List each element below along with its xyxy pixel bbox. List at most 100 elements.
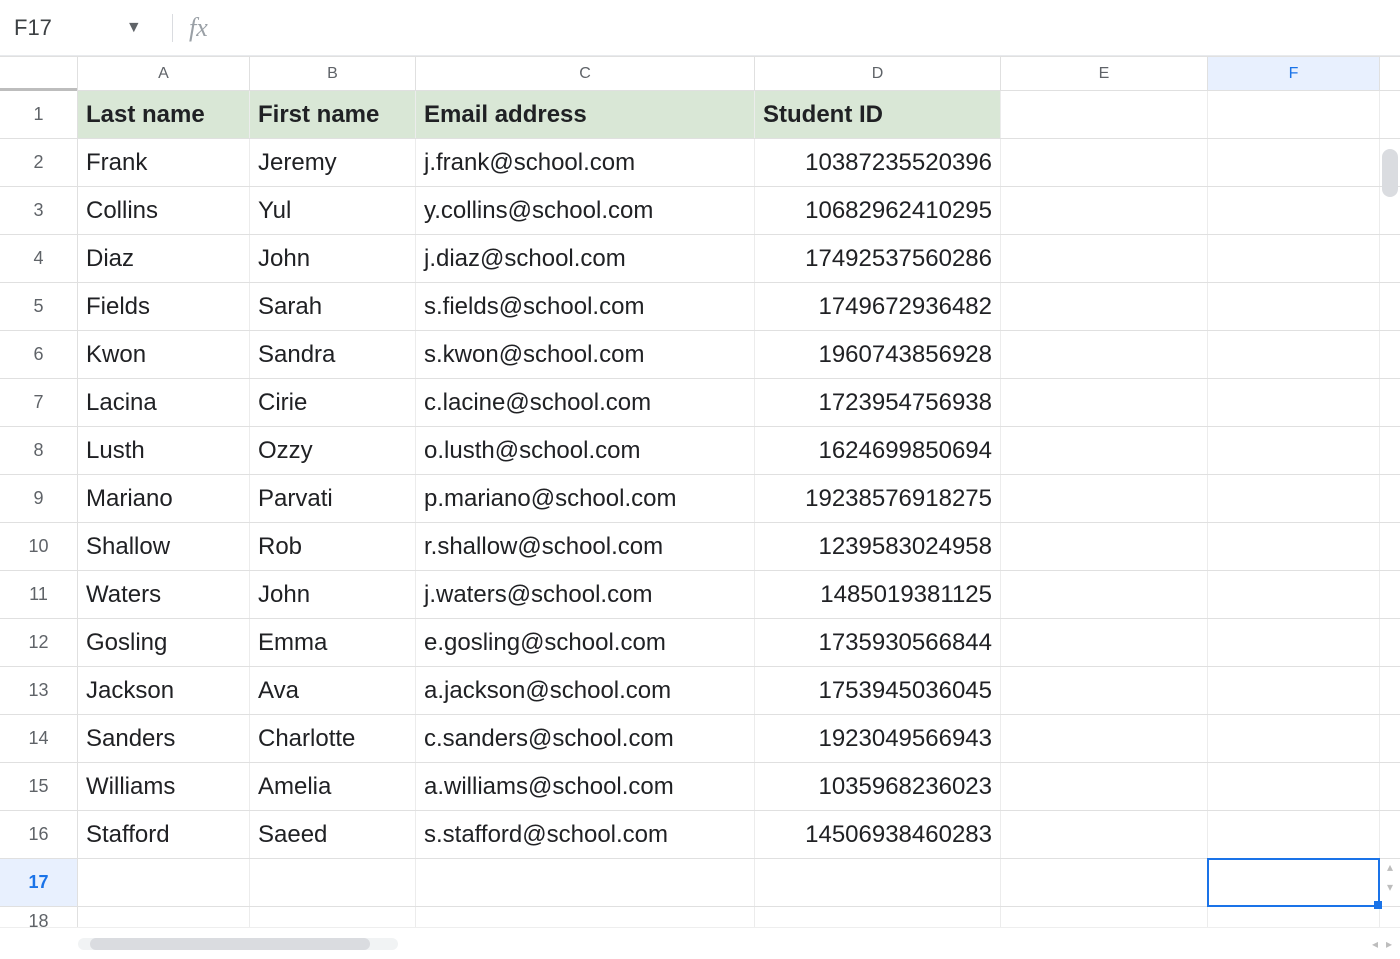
column-header-E[interactable]: E [1001, 57, 1208, 90]
cell-D7[interactable]: 1723954756938 [755, 379, 1001, 426]
formula-input[interactable] [218, 0, 1390, 55]
cell-C13[interactable]: a.jackson@school.com [416, 667, 755, 714]
cell-E13[interactable] [1001, 667, 1208, 714]
cell-F9[interactable] [1208, 475, 1380, 522]
cell-A1[interactable]: Last name [78, 91, 250, 138]
cell-C14[interactable]: c.sanders@school.com [416, 715, 755, 762]
cell-B2[interactable]: Jeremy [250, 139, 416, 186]
cell-D14[interactable]: 1923049566943 [755, 715, 1001, 762]
horizontal-scrollbar-track[interactable] [78, 938, 398, 950]
cell-D4[interactable]: 17492537560286 [755, 235, 1001, 282]
cell-C7[interactable]: c.lacine@school.com [416, 379, 755, 426]
cell-A2[interactable]: Frank [78, 139, 250, 186]
cell-F17[interactable] [1208, 859, 1380, 906]
cell-B7[interactable]: Cirie [250, 379, 416, 426]
cell-C16[interactable]: s.stafford@school.com [416, 811, 755, 858]
vertical-scrollbar[interactable]: ▴ ▾ [1380, 91, 1400, 899]
cell-A5[interactable]: Fields [78, 283, 250, 330]
cell-B11[interactable]: John [250, 571, 416, 618]
horizontal-scrollbar[interactable]: ◂ ▸ [0, 927, 1400, 959]
cell-B17[interactable] [250, 859, 416, 906]
cell-D12[interactable]: 1735930566844 [755, 619, 1001, 666]
cell-E12[interactable] [1001, 619, 1208, 666]
row-header-11[interactable]: 11 [0, 571, 78, 618]
cell-A12[interactable]: Gosling [78, 619, 250, 666]
cell-E7[interactable] [1001, 379, 1208, 426]
row-header-15[interactable]: 15 [0, 763, 78, 810]
cell-C9[interactable]: p.mariano@school.com [416, 475, 755, 522]
cell-B14[interactable]: Charlotte [250, 715, 416, 762]
cell-D6[interactable]: 1960743856928 [755, 331, 1001, 378]
horizontal-scrollbar-thumb[interactable] [90, 938, 370, 950]
cell-C5[interactable]: s.fields@school.com [416, 283, 755, 330]
cell-B6[interactable]: Sandra [250, 331, 416, 378]
row-header-2[interactable]: 2 [0, 139, 78, 186]
cell-E15[interactable] [1001, 763, 1208, 810]
row-header-8[interactable]: 8 [0, 427, 78, 474]
cell-E4[interactable] [1001, 235, 1208, 282]
cell-E9[interactable] [1001, 475, 1208, 522]
row-header-6[interactable]: 6 [0, 331, 78, 378]
column-header-C[interactable]: C [416, 57, 755, 90]
cell-F11[interactable] [1208, 571, 1380, 618]
select-all-corner[interactable] [0, 57, 78, 90]
cell-E8[interactable] [1001, 427, 1208, 474]
row-header-7[interactable]: 7 [0, 379, 78, 426]
cell-C12[interactable]: e.gosling@school.com [416, 619, 755, 666]
cell-A9[interactable]: Mariano [78, 475, 250, 522]
cell-C8[interactable]: o.lusth@school.com [416, 427, 755, 474]
row-header-16[interactable]: 16 [0, 811, 78, 858]
cell-E6[interactable] [1001, 331, 1208, 378]
cell-C3[interactable]: y.collins@school.com [416, 187, 755, 234]
cell-B4[interactable]: John [250, 235, 416, 282]
cell-A6[interactable]: Kwon [78, 331, 250, 378]
cell-D17[interactable] [755, 859, 1001, 906]
cell-B15[interactable]: Amelia [250, 763, 416, 810]
cell-D11[interactable]: 1485019381125 [755, 571, 1001, 618]
cell-A11[interactable]: Waters [78, 571, 250, 618]
cell-F5[interactable] [1208, 283, 1380, 330]
scroll-up-icon[interactable]: ▴ [1384, 861, 1396, 873]
cell-D5[interactable]: 1749672936482 [755, 283, 1001, 330]
cell-A10[interactable]: Shallow [78, 523, 250, 570]
cell-F7[interactable] [1208, 379, 1380, 426]
cell-F6[interactable] [1208, 331, 1380, 378]
cell-B3[interactable]: Yul [250, 187, 416, 234]
row-header-4[interactable]: 4 [0, 235, 78, 282]
cell-F8[interactable] [1208, 427, 1380, 474]
cell-B10[interactable]: Rob [250, 523, 416, 570]
cell-F15[interactable] [1208, 763, 1380, 810]
row-header-17[interactable]: 17 [0, 859, 78, 906]
scroll-right-icon[interactable]: ▸ [1386, 937, 1392, 951]
cell-F13[interactable] [1208, 667, 1380, 714]
row-header-3[interactable]: 3 [0, 187, 78, 234]
cell-A15[interactable]: Williams [78, 763, 250, 810]
cell-B5[interactable]: Sarah [250, 283, 416, 330]
cell-E5[interactable] [1001, 283, 1208, 330]
cell-A3[interactable]: Collins [78, 187, 250, 234]
cell-A16[interactable]: Stafford [78, 811, 250, 858]
cell-D15[interactable]: 1035968236023 [755, 763, 1001, 810]
cell-F3[interactable] [1208, 187, 1380, 234]
cell-D8[interactable]: 1624699850694 [755, 427, 1001, 474]
cell-E10[interactable] [1001, 523, 1208, 570]
row-header-5[interactable]: 5 [0, 283, 78, 330]
cell-C17[interactable] [416, 859, 755, 906]
cell-C10[interactable]: r.shallow@school.com [416, 523, 755, 570]
cell-D10[interactable]: 1239583024958 [755, 523, 1001, 570]
cell-A13[interactable]: Jackson [78, 667, 250, 714]
cell-C2[interactable]: j.frank@school.com [416, 139, 755, 186]
cell-C15[interactable]: a.williams@school.com [416, 763, 755, 810]
column-header-B[interactable]: B [250, 57, 416, 90]
cell-D3[interactable]: 10682962410295 [755, 187, 1001, 234]
cell-C4[interactable]: j.diaz@school.com [416, 235, 755, 282]
row-header-10[interactable]: 10 [0, 523, 78, 570]
cell-B9[interactable]: Parvati [250, 475, 416, 522]
grid-body[interactable]: 1Last nameFirst nameEmail addressStudent… [0, 91, 1400, 959]
name-box-dropdown-icon[interactable]: ▼ [126, 19, 142, 37]
cell-B1[interactable]: First name [250, 91, 416, 138]
row-header-9[interactable]: 9 [0, 475, 78, 522]
cell-B16[interactable]: Saeed [250, 811, 416, 858]
cell-A4[interactable]: Diaz [78, 235, 250, 282]
row-header-1[interactable]: 1 [0, 91, 78, 138]
